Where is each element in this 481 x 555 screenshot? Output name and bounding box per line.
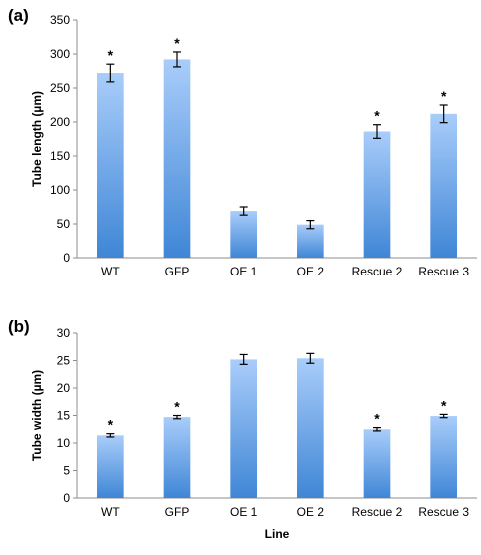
x-tick-label: OE 1 — [230, 265, 258, 275]
chart-panel-b: (b) 0 5 10 15 20 25 30 Tube width (µm) * WT * GFP OE… — [0, 275, 481, 550]
y-tick-label: 20 — [57, 381, 71, 395]
x-tick-label: Rescue 3 — [418, 265, 469, 275]
bar-wt — [97, 73, 124, 258]
x-tick-label: Rescue 3 — [418, 505, 469, 519]
error-bar — [173, 414, 181, 420]
y-tick-label: 50 — [57, 217, 71, 231]
y-tick-label: 200 — [50, 115, 70, 129]
bar-rescue-3 — [430, 416, 457, 498]
significance-marker: * — [374, 108, 380, 124]
error-bar — [439, 104, 448, 124]
bar-gfp — [163, 417, 191, 498]
y-tick-label: 30 — [57, 326, 71, 340]
bar-wt — [97, 435, 124, 498]
x-tick-label: OE 2 — [297, 265, 325, 275]
bar-chart-tube-length: 0 50 100 150 200 250 300 350 Tube length (µm) * WT… — [30, 13, 477, 301]
significance-marker: * — [441, 397, 447, 413]
y-tick-label: 0 — [63, 491, 70, 505]
panel-label-a: (a) — [8, 6, 29, 25]
significance-marker: * — [108, 47, 114, 63]
panel-label-b: (b) — [8, 317, 30, 336]
y-tick-label: 0 — [63, 251, 70, 265]
bar-oe-2 — [297, 224, 324, 258]
y-axis-label: Tube width (µm) — [30, 370, 44, 461]
x-tick-label: Rescue 2 — [352, 505, 403, 519]
x-tick-label: GFP — [165, 505, 190, 519]
y-tick-label: 250 — [50, 81, 70, 95]
error-bar — [106, 433, 115, 438]
y-tick-label: 5 — [63, 464, 70, 478]
y-tick-label: 350 — [50, 13, 70, 27]
error-bar — [106, 63, 115, 83]
y-tick-label: 10 — [57, 436, 71, 450]
y-tick-label: 300 — [50, 47, 70, 61]
error-bar — [306, 220, 315, 230]
x-tick-label: GFP — [165, 265, 190, 275]
y-tick-label: 150 — [50, 149, 70, 163]
bar-rescue-2 — [363, 131, 391, 258]
chart-panel-a: (a) 0 50 100 150 200 250 300 350 Tube length (µm… — [0, 0, 481, 301]
error-bar — [439, 413, 448, 419]
x-axis-label: Line — [265, 527, 290, 541]
significance-marker: * — [174, 35, 180, 51]
error-bar — [373, 427, 381, 432]
y-tick-label: 15 — [57, 409, 71, 423]
y-tick-label: 100 — [50, 183, 70, 197]
error-bar — [239, 353, 248, 365]
bar-oe-1 — [230, 211, 257, 258]
bar-oe-2 — [297, 358, 324, 498]
bar-rescue-2 — [363, 429, 391, 498]
error-bar — [373, 124, 381, 139]
y-tick-label: 25 — [57, 354, 71, 368]
x-tick-label: OE 1 — [230, 505, 258, 519]
significance-marker: * — [108, 417, 114, 433]
error-bar — [173, 51, 181, 68]
x-tick-label: OE 2 — [297, 505, 325, 519]
x-tick-label: Rescue 2 — [352, 265, 403, 275]
x-tick-label: WT — [101, 505, 120, 519]
significance-marker: * — [441, 88, 447, 104]
bar-oe-1 — [230, 359, 257, 498]
significance-marker: * — [174, 399, 180, 415]
bar-rescue-3 — [430, 113, 457, 258]
significance-marker: * — [374, 411, 380, 427]
error-bar — [306, 352, 315, 364]
y-axis-label: Tube length (µm) — [30, 91, 44, 187]
bar-chart-tube-width: 0 5 10 15 20 25 30 Tube width (µm) * WT * GFP OE 1 OE… — [30, 326, 477, 541]
x-tick-label: WT — [101, 265, 120, 275]
error-bar — [239, 206, 248, 216]
bar-gfp — [163, 59, 191, 258]
